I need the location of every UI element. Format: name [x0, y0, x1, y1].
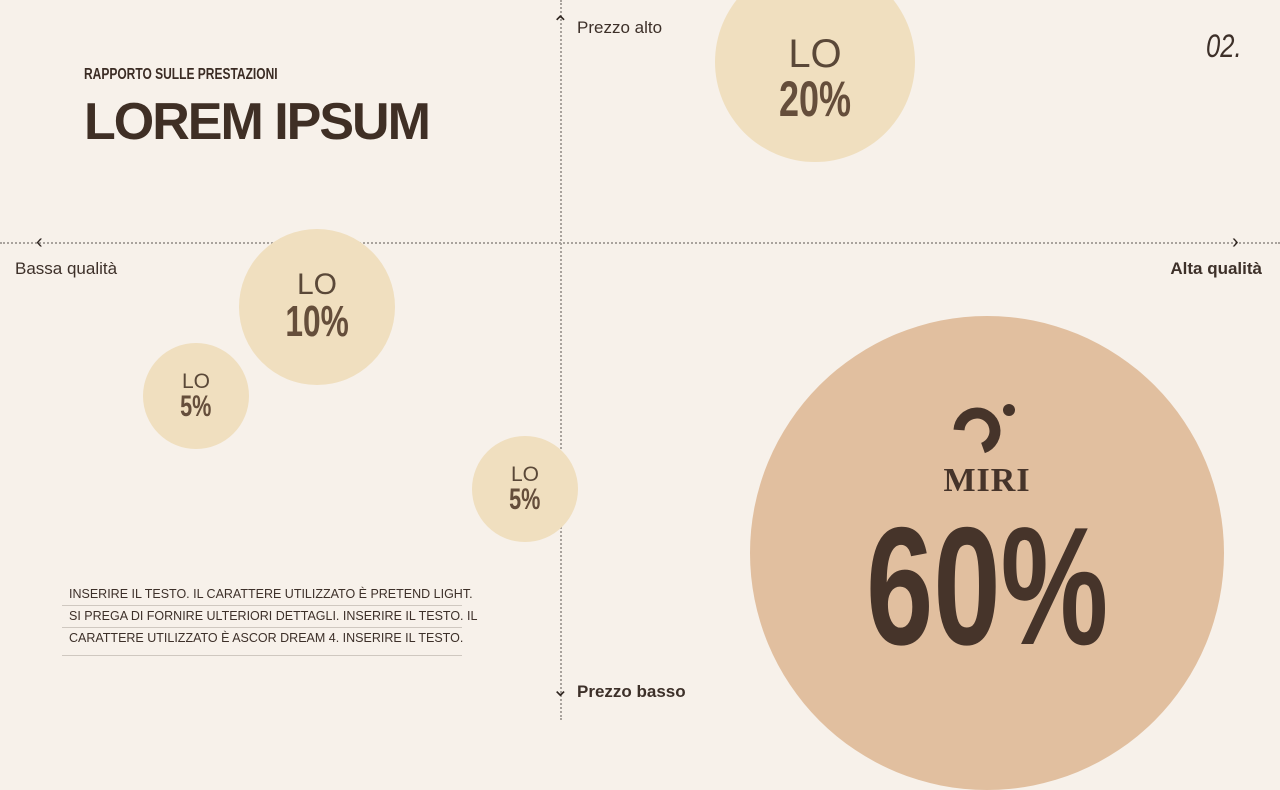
bubble-value: 5%: [509, 482, 541, 516]
axis-label-right: Alta qualità: [1170, 259, 1262, 278]
note-line: INSERIRE IL TESTO. IL CARATTERE UTILIZZA…: [62, 584, 473, 606]
report-subtitle: RAPPORTO SULLE PRESTAZIONI: [84, 66, 278, 83]
axis-label-top: Prezzo alto: [577, 18, 663, 37]
note-line: SI PREGA DI FORNIRE ULTERIORI DETTAGLI. …: [62, 606, 477, 628]
description-text: INSERIRE IL TESTO. IL CARATTERE UTILIZZA…: [62, 584, 477, 656]
axis-label-bottom: Prezzo basso: [577, 682, 686, 701]
horizontal-axis-line: [0, 242, 1280, 244]
bubble-value: 10%: [285, 297, 349, 346]
bubble-value: 5%: [180, 389, 212, 423]
bubble-miri-60: MIRI 60%: [750, 316, 1224, 790]
bubble-label: LO: [510, 462, 539, 486]
page-number: 02.: [1206, 28, 1242, 64]
chevron-right-icon: ›: [1232, 231, 1239, 253]
bubble-value: 20%: [778, 71, 852, 127]
note-line: CARATTERE UTILIZZATO È ASCOR DREAM 4. IN…: [62, 628, 463, 656]
bubble-10: LO 10%: [239, 229, 395, 385]
miri-logo-icon: [953, 404, 1015, 454]
chevron-left-icon: ‹: [36, 231, 43, 253]
bubble-label: LO: [181, 369, 210, 393]
chevron-down-icon: ⌄: [552, 679, 569, 701]
bubble-5-left: LO 5%: [143, 343, 249, 449]
page-title: LOREM IPSUM: [84, 93, 431, 151]
chevron-up-icon: ⌃: [552, 13, 569, 35]
axis-label-left: Bassa qualità: [15, 259, 118, 278]
bubble-20: LO 20%: [715, 0, 915, 162]
brand-value: 60%: [865, 492, 1109, 680]
vertical-axis-line: [560, 0, 562, 720]
bubble-label: LO: [296, 268, 338, 301]
brand-name: MIRI: [943, 462, 1031, 499]
bubble-label: LO: [788, 32, 842, 76]
bubble-5-bottom: LO 5%: [472, 436, 578, 542]
